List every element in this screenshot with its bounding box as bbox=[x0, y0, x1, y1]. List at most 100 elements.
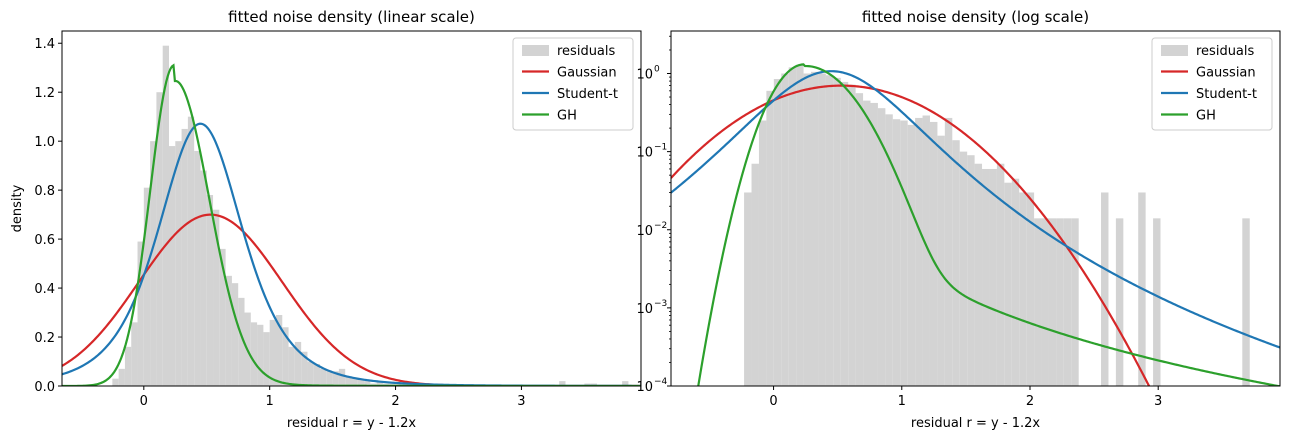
histogram-bar bbox=[1019, 192, 1027, 386]
histogram-bar bbox=[622, 381, 629, 386]
histogram-bar bbox=[357, 378, 365, 386]
legend-label: Student-t bbox=[1196, 87, 1257, 102]
x-tick-label: 0 bbox=[140, 394, 148, 409]
legend-label: GH bbox=[1196, 109, 1216, 124]
y-tick-label: 0.4 bbox=[34, 282, 55, 297]
linear-scale-panel: 0 1 2 3 0.0 0.2 0.4 0.6 0.8 1.0 1.2 1.4 fitted noise… bbox=[10, 8, 642, 431]
histogram-bar bbox=[907, 124, 916, 386]
histogram-bar bbox=[118, 368, 125, 386]
plot-area bbox=[671, 63, 1280, 386]
legend-label: Gaussian bbox=[1196, 66, 1256, 81]
histogram-bar bbox=[892, 119, 901, 386]
histogram-bar bbox=[773, 79, 782, 386]
y-tick-label: 0.2 bbox=[34, 331, 55, 346]
y-tick-label: 1.0 bbox=[34, 135, 55, 150]
histogram-bar bbox=[1153, 218, 1161, 386]
legend-swatch-residuals bbox=[522, 45, 549, 56]
y-tick-exponent: −1 bbox=[654, 143, 667, 153]
series-line-student-t bbox=[671, 70, 1280, 349]
histogram-bar bbox=[959, 151, 968, 386]
histogram-bar bbox=[351, 378, 358, 386]
histogram-bar bbox=[758, 120, 767, 386]
histogram-bar bbox=[162, 45, 169, 386]
plot-area bbox=[62, 45, 641, 386]
legend-label: Gaussian bbox=[557, 66, 617, 81]
histogram-bar bbox=[996, 163, 1005, 386]
y-axis-label: density bbox=[10, 184, 25, 232]
histogram-bar bbox=[338, 368, 346, 386]
histogram-bar bbox=[1071, 218, 1079, 386]
histogram-bar bbox=[855, 93, 864, 386]
histogram-bar bbox=[766, 90, 774, 386]
histogram-bar bbox=[781, 73, 789, 386]
y-tick-exponent: −3 bbox=[654, 299, 667, 309]
histogram-bar bbox=[1138, 192, 1146, 386]
histogram-bar bbox=[974, 163, 983, 386]
histogram-bar bbox=[345, 376, 352, 386]
histogram-bar bbox=[238, 297, 245, 386]
histogram-bar bbox=[848, 84, 856, 386]
histogram-bar bbox=[1063, 218, 1072, 386]
histogram-bar bbox=[219, 248, 226, 386]
histogram-bar bbox=[877, 108, 886, 386]
legend: residuals Gaussian Student-t GH bbox=[512, 37, 634, 131]
histogram-bar bbox=[952, 140, 960, 386]
histogram-bar bbox=[376, 381, 383, 386]
histogram-bar bbox=[982, 168, 990, 386]
histogram-bar bbox=[332, 371, 339, 386]
histogram-bar bbox=[213, 209, 220, 386]
histogram-bar bbox=[175, 141, 182, 386]
histogram-bar bbox=[282, 327, 289, 386]
histogram-bar bbox=[840, 81, 849, 386]
histogram-bar bbox=[863, 100, 871, 386]
legend: residuals Gaussian Student-t GH bbox=[1151, 37, 1273, 131]
histogram-bar bbox=[137, 241, 144, 386]
histogram-bar bbox=[1004, 182, 1012, 386]
histogram-bar bbox=[944, 117, 953, 386]
plot-frame bbox=[670, 30, 1281, 387]
series-line-gh bbox=[697, 63, 1280, 386]
histogram bbox=[744, 64, 1250, 386]
legend-label: residuals bbox=[1196, 44, 1255, 59]
y-tick-exponent: 0 bbox=[654, 65, 660, 75]
legend-box bbox=[1151, 37, 1273, 131]
histogram-bar bbox=[929, 121, 938, 386]
legend-label: residuals bbox=[557, 44, 616, 59]
histogram-bar bbox=[788, 67, 797, 386]
histogram-bar bbox=[181, 128, 188, 386]
histogram-bar bbox=[803, 73, 812, 386]
histogram-bar bbox=[885, 114, 893, 386]
histogram-bar bbox=[1041, 218, 1049, 386]
histogram-bar bbox=[156, 92, 163, 386]
histogram-bar bbox=[320, 368, 327, 386]
y-tick-exponent: −4 bbox=[654, 377, 668, 387]
x-axis-label: residual r = y - 1.2x bbox=[911, 416, 1040, 431]
histogram-bar bbox=[112, 378, 119, 386]
legend-swatch-residuals bbox=[1161, 45, 1188, 56]
histogram-bar bbox=[307, 361, 314, 386]
histogram-bar bbox=[143, 187, 151, 386]
legend-label: GH bbox=[557, 109, 577, 124]
histogram-bar bbox=[1048, 218, 1057, 386]
histogram-bar bbox=[811, 71, 819, 386]
histogram-bar bbox=[168, 146, 176, 386]
histogram-bar bbox=[269, 319, 276, 386]
histogram-bar bbox=[326, 371, 333, 386]
histogram-bar bbox=[989, 168, 997, 386]
histogram-bar bbox=[1115, 218, 1124, 386]
histogram-bar bbox=[833, 77, 841, 386]
y-tick-label: 0.0 bbox=[34, 380, 55, 395]
plot-frame bbox=[61, 30, 642, 387]
x-tick-label: 3 bbox=[1154, 394, 1162, 409]
histogram-bar bbox=[124, 346, 132, 386]
x-axis-label: residual r = y - 1.2x bbox=[287, 416, 416, 431]
y-tick-label: 1.2 bbox=[34, 86, 55, 101]
histogram-bar bbox=[194, 150, 201, 386]
histogram-bar bbox=[1242, 218, 1250, 386]
x-tick-label: 0 bbox=[769, 394, 777, 409]
histogram-bar bbox=[825, 75, 834, 386]
histogram-bar bbox=[922, 115, 930, 386]
histogram-bar bbox=[257, 324, 264, 386]
